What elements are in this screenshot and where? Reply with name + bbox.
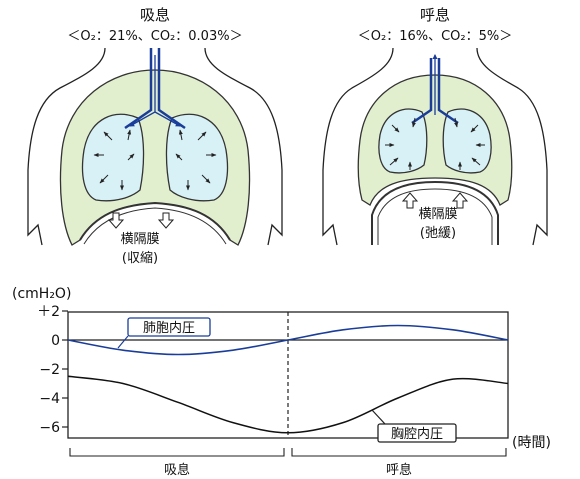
exhale-title: 呼息 xyxy=(420,6,450,24)
pressure-graph: (cmH₂O) (時間) ＋2 0 −2 −4 −6 肺胞内圧 胸腔内圧 吸息 呼息 xyxy=(12,286,551,478)
alveolar-callout-box xyxy=(127,317,211,337)
right-lung xyxy=(165,113,229,202)
y-tick-label: 0 xyxy=(51,333,60,349)
pleural-callout-box xyxy=(377,423,457,443)
pleural-callout: 胸腔内圧 xyxy=(391,426,443,442)
inhale-diaphragm-label: 横隔膜 xyxy=(120,232,159,247)
inhale-bracket xyxy=(69,448,285,457)
exhale-diaphragm-label: 横隔膜 xyxy=(418,207,457,222)
phase-exhale-label: 呼息 xyxy=(386,462,412,478)
trachea xyxy=(411,58,459,125)
y-tick-label: −2 xyxy=(39,362,60,378)
diaphragm xyxy=(79,201,231,241)
inhale-composition: ＜O₂：21%、CO₂：0.03%＞ xyxy=(67,29,242,44)
diaphragm xyxy=(371,180,499,245)
x-unit-label: (時間) xyxy=(512,435,551,451)
inhale-diaphragm-state: (収縮) xyxy=(122,250,158,266)
expansion-arrows xyxy=(93,129,217,191)
up-arrow-icon xyxy=(401,192,419,209)
exhale-composition: ＜O₂：16%、CO₂：5%＞ xyxy=(358,29,512,44)
pleural-pressure-line xyxy=(67,375,509,434)
exhale-diaphragm-state: (弛緩) xyxy=(420,226,456,241)
body-outline-left xyxy=(27,47,106,246)
left-lung xyxy=(81,113,145,202)
y-tick-label: ＋2 xyxy=(37,304,60,320)
inhale-title: 吸息 xyxy=(140,6,170,24)
y-axis-ticks: ＋2 0 −2 −4 −6 xyxy=(37,304,68,436)
exhale-bracket xyxy=(291,448,507,457)
alveolar-pressure-line xyxy=(67,324,509,356)
y-tick-label: −6 xyxy=(39,420,60,436)
body-outline-right xyxy=(204,47,283,246)
phase-inhale-label: 吸息 xyxy=(164,462,190,478)
contraction-arrows xyxy=(385,117,485,170)
y-tick-label: −4 xyxy=(39,391,60,407)
down-arrow-icon xyxy=(157,212,175,229)
up-arrow-icon xyxy=(451,192,469,209)
down-arrow-icon xyxy=(107,212,125,229)
alveolar-callout: 肺胞内圧 xyxy=(143,320,195,336)
exhale-illustration: 呼息 ＜O₂：16%、CO₂：5%＞ 横隔膜 (弛緩) xyxy=(322,6,548,246)
inhale-illustration: 吸息 ＜O₂：21%、CO₂：0.03%＞ 横隔膜 (収縮) xyxy=(27,6,283,266)
y-unit-label: (cmH₂O) xyxy=(12,286,71,302)
plot-series xyxy=(67,324,509,434)
